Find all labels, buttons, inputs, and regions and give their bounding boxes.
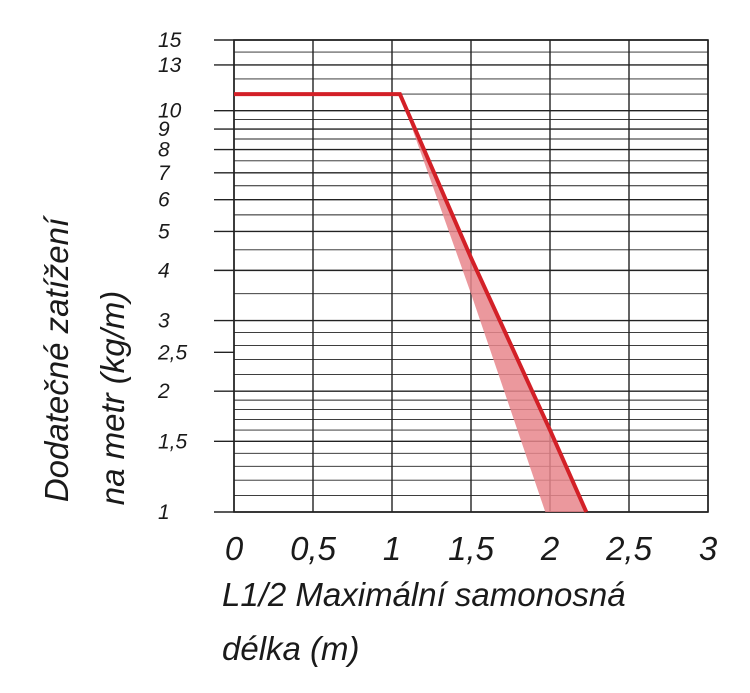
y-tick-label: 15 (158, 29, 182, 52)
x-tick-label: 2 (540, 530, 559, 567)
y-tick-label: 1 (158, 501, 170, 524)
x-tick-label: 2,5 (605, 530, 653, 567)
y-tick-label: 1,5 (158, 430, 188, 453)
x-tick-label: 1,5 (448, 530, 495, 567)
y-tick-label: 2,5 (157, 341, 188, 364)
x-tick-labels: 0 0,5 1 1,5 2 2,5 3 (225, 530, 718, 567)
y-tick-label: 7 (158, 162, 171, 185)
series-line-0 (234, 92, 589, 513)
y-tick-label: 2 (157, 380, 170, 403)
x-tick-label: 0,5 (290, 530, 337, 567)
y-tick-label: 3 (158, 310, 170, 333)
y-axis-title-line-2: na metr (kg/m) (94, 291, 131, 506)
plot-frame (233, 39, 709, 513)
x-tick-label: 1 (383, 530, 401, 567)
y-axis-title-line-1: Dodatečné zatížení (38, 215, 75, 502)
series-layer (234, 92, 589, 513)
x-axis-title-line-1: L1/2 Maximální samonosná (222, 576, 626, 613)
y-tick-label: 4 (158, 259, 170, 282)
x-tick-label: 3 (699, 530, 718, 567)
x-axis-title-line-2: délka (m) (222, 630, 360, 667)
y-tick-label: 5 (158, 220, 170, 243)
y-tick-label: 6 (158, 189, 170, 212)
x-tick-label: 0 (225, 530, 244, 567)
grid (214, 39, 709, 513)
y-tick-label: 10 (158, 100, 182, 123)
y-tick-label: 8 (158, 139, 170, 162)
y-tick-label: 13 (158, 54, 182, 77)
y-tick-label: 9 (158, 118, 170, 141)
